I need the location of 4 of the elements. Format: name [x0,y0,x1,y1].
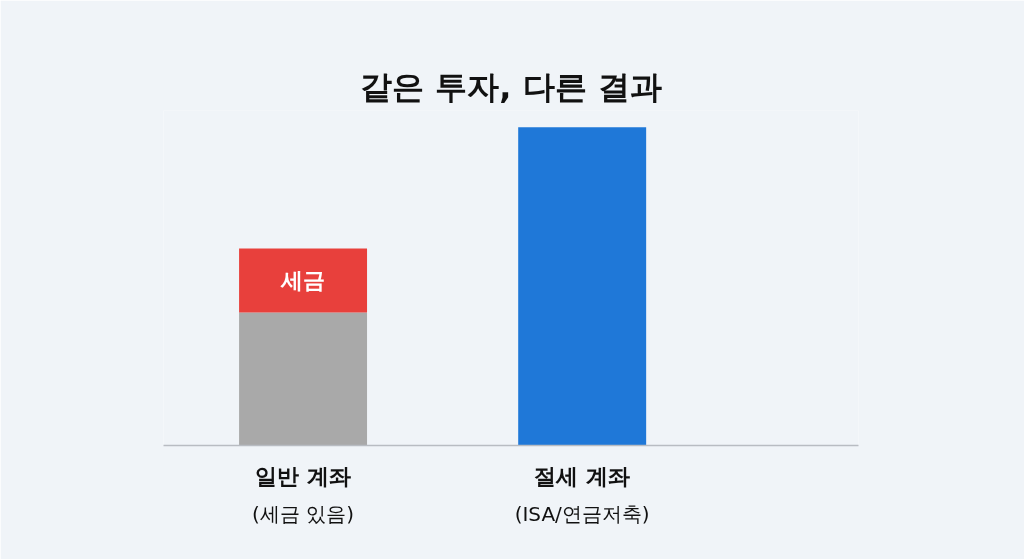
category-label: 일반 계좌 (세금 있음) [252,463,355,526]
category-label: 절세 계좌 (ISA/연금저축) [514,463,650,526]
chart-title: 같은 투자, 다른 결과 [360,67,662,106]
series-label: 세금 [280,268,326,294]
